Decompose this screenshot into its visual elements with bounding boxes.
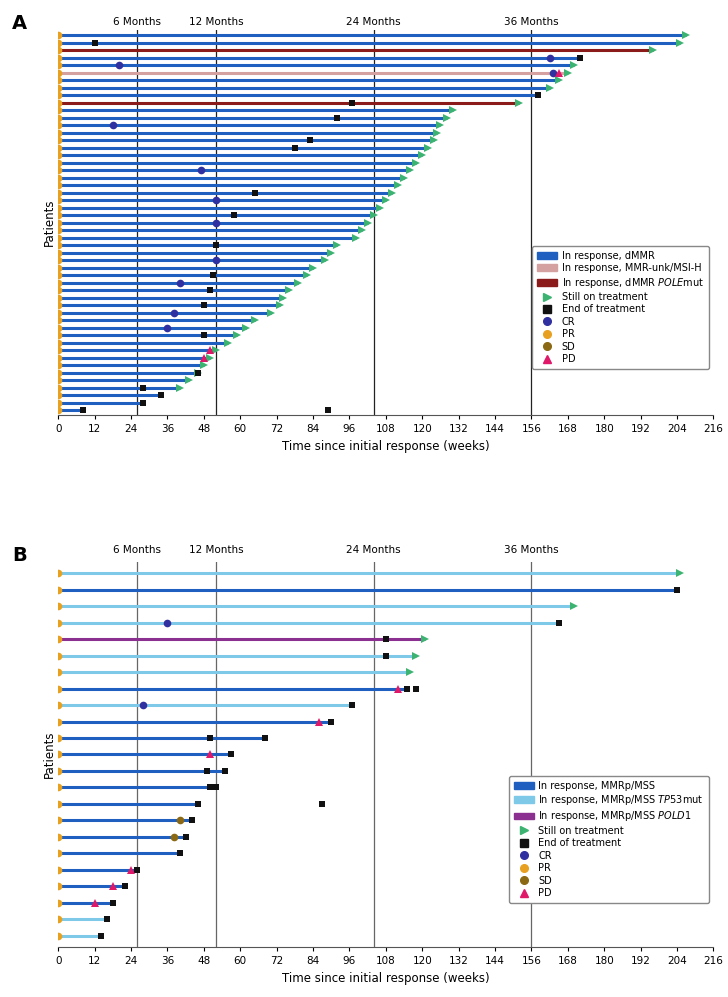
Y-axis label: Patients: Patients <box>42 731 55 779</box>
X-axis label: Time since initial response (weeks): Time since initial response (weeks) <box>282 972 490 985</box>
Text: 36 Months: 36 Months <box>504 545 559 555</box>
Text: 24 Months: 24 Months <box>347 545 401 555</box>
Y-axis label: Patients: Patients <box>42 198 55 246</box>
Text: 6 Months: 6 Months <box>113 545 161 555</box>
Legend: In response, dMMR, In response, MMR-unk/MSI-H, In response, dMMR $\it{POLE}$mut,: In response, dMMR, In response, MMR-unk/… <box>532 246 708 369</box>
Text: B: B <box>12 546 27 565</box>
Legend: In response, MMRp/MSS, In response, MMRp/MSS $\it{TP53}$mut, In response, MMRp/M: In response, MMRp/MSS, In response, MMRp… <box>509 776 708 903</box>
Text: 36 Months: 36 Months <box>504 17 559 27</box>
Text: 12 Months: 12 Months <box>189 17 243 27</box>
Text: 12 Months: 12 Months <box>189 545 243 555</box>
Text: 6 Months: 6 Months <box>113 17 161 27</box>
Text: A: A <box>12 15 28 34</box>
Text: 24 Months: 24 Months <box>347 17 401 27</box>
X-axis label: Time since initial response (weeks): Time since initial response (weeks) <box>282 440 490 453</box>
